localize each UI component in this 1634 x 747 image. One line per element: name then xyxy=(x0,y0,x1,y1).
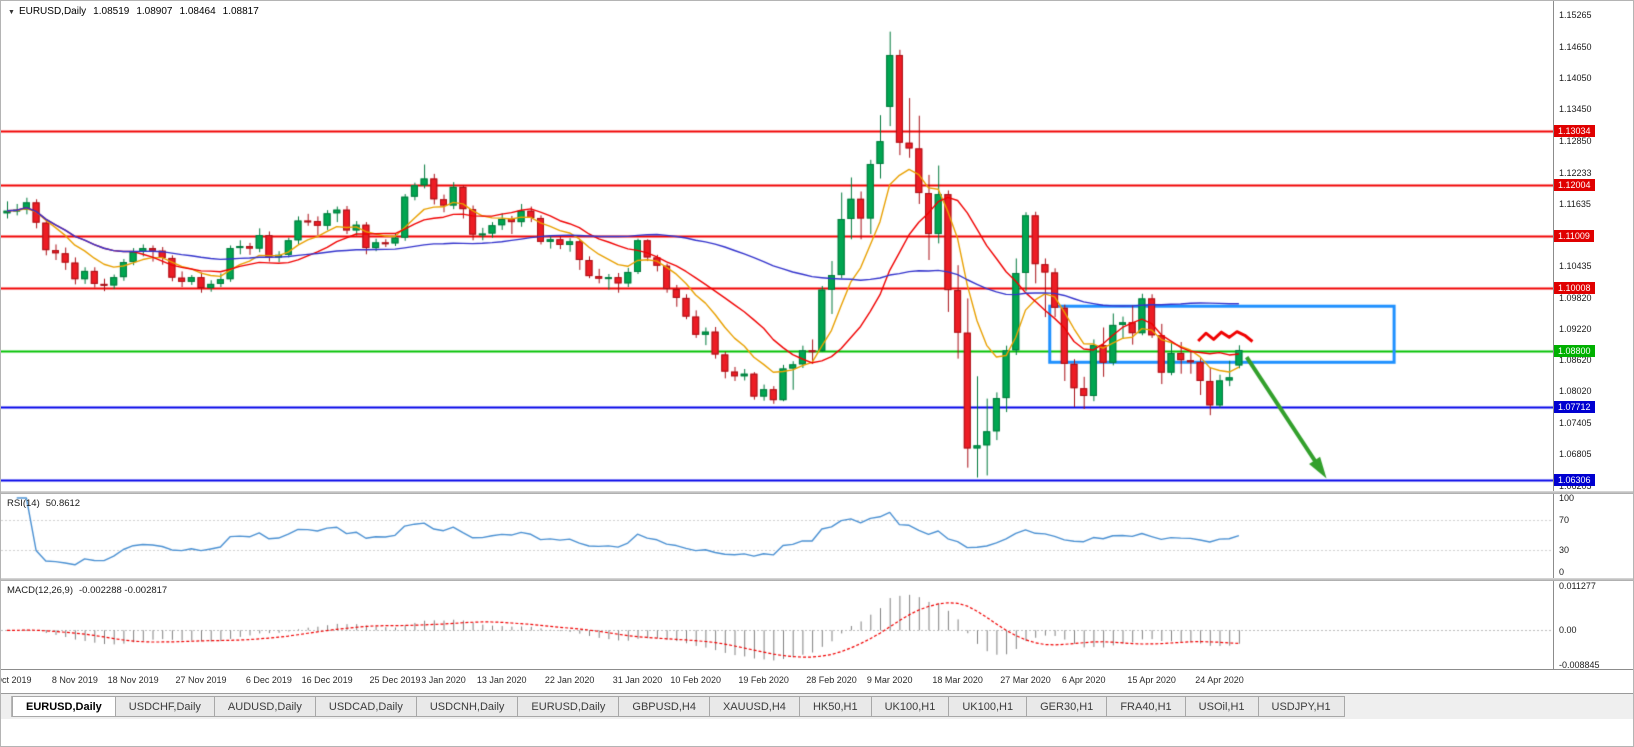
rsi-name: RSI(14) xyxy=(7,498,40,509)
price-scale-label: 1.11635 xyxy=(1559,198,1591,209)
price-line-badge: 1.06306 xyxy=(1554,474,1595,487)
price-line-badge: 1.12004 xyxy=(1554,178,1595,191)
date-label: 22 Jan 2020 xyxy=(544,675,595,685)
price-scale-label: 1.09820 xyxy=(1559,292,1592,303)
chart-tab-2-audusd-daily[interactable]: AUDUSD,Daily xyxy=(214,696,316,717)
chart-tab-12-fra40-h1[interactable]: FRA40,H1 xyxy=(1107,696,1186,717)
price-line-badge: 1.13034 xyxy=(1554,125,1595,138)
price-scale-label: 1.15265 xyxy=(1559,10,1592,21)
price-scale-label: 1.12850 xyxy=(1559,135,1592,146)
time-axis: 30 Oct 2019 8 Nov 2019 18 Nov 2019 27 Nov 2… xyxy=(1,669,1633,694)
ohlc-high: 1.08907 xyxy=(136,6,173,17)
macd-scale-label: -0.008845 xyxy=(1559,660,1600,671)
chart-tab-13-usoil-h1[interactable]: USOil,H1 xyxy=(1185,696,1259,717)
symbol-ohlc-line: ▼ EURUSD,Daily 1.08519 1.08907 1.08464 1.0881… xyxy=(8,6,259,17)
ohlc-close: 1.08817 xyxy=(222,6,259,17)
chart-tab-9-uk100-h1[interactable]: UK100,H1 xyxy=(871,696,950,717)
price-scale-label: 1.06805 xyxy=(1559,449,1592,460)
ohlc-open: 1.08519 xyxy=(93,6,130,17)
tab-strip-stub xyxy=(1,696,12,717)
price-scale-label: 1.13450 xyxy=(1559,104,1592,115)
price-scale-label: 1.12233 xyxy=(1559,167,1592,178)
chart-tab-11-ger30-h1[interactable]: GER30,H1 xyxy=(1027,696,1108,717)
date-label: 24 Apr 2020 xyxy=(1195,675,1244,685)
date-label: 30 Oct 2019 xyxy=(1,675,32,685)
date-label: 25 Dec 2019 xyxy=(369,675,421,685)
price-scale-label: 1.07405 xyxy=(1559,418,1592,429)
chart-tab-10-uk100-h1[interactable]: UK100,H1 xyxy=(949,696,1028,717)
chart-tab-1-usdchf-daily[interactable]: USDCHF,Daily xyxy=(115,696,215,717)
chart-tab-3-usdcad-daily[interactable]: USDCAD,Daily xyxy=(315,696,417,717)
date-label: 6 Apr 2020 xyxy=(1061,675,1106,685)
rsi-indicator-label: RSI(14) 50.8612 xyxy=(7,498,80,509)
chart-tab-6-gbpusd-h4[interactable]: GBPUSD,H4 xyxy=(619,696,710,717)
date-label: 27 Mar 2020 xyxy=(1000,675,1051,685)
price-line-badge: 1.10008 xyxy=(1554,282,1595,295)
price-line-badge: 1.11009 xyxy=(1554,230,1594,243)
macd-scale-label: 0.011277 xyxy=(1559,580,1596,591)
chart-tab-7-xauusd-h4[interactable]: XAUUSD,H4 xyxy=(709,696,800,717)
rsi-scale-label: 100 xyxy=(1559,493,1575,503)
rsi-value: 50.8612 xyxy=(45,498,81,509)
macd-values: -0.002288 -0.002817 xyxy=(79,585,168,596)
panel-divider-rsi[interactable] xyxy=(1,491,1633,494)
rsi-scale-label: 0 xyxy=(1559,567,1565,577)
date-label: 18 Nov 2019 xyxy=(107,675,159,685)
chart-tab-4-usdcnh-daily[interactable]: USDCNH,Daily xyxy=(416,696,519,717)
price-scale-label: 1.09220 xyxy=(1559,324,1592,335)
date-label: 15 Apr 2020 xyxy=(1127,675,1176,685)
date-label: 19 Feb 2020 xyxy=(738,675,789,685)
price-line-badge: 1.08800 xyxy=(1554,344,1595,357)
date-label: 13 Jan 2020 xyxy=(476,675,527,685)
chart-tab-14-usdjpy-h1[interactable]: USDJPY,H1 xyxy=(1258,696,1345,717)
price-scale-label: 1.08620 xyxy=(1559,355,1592,366)
chart-tab-5-eurusd-daily[interactable]: EURUSD,Daily xyxy=(518,696,620,717)
rsi-scale-label: 30 xyxy=(1559,544,1570,555)
macd-indicator-label: MACD(12,26,9) -0.002288 -0.002817 xyxy=(7,585,167,596)
main-chart-canvas[interactable] xyxy=(1,1,1553,491)
date-label: 6 Dec 2019 xyxy=(245,675,292,685)
chart-tab-0-eurusd-daily[interactable]: EURUSD,Daily xyxy=(12,696,116,717)
chart-tab-bar: EURUSD,Daily USDCHF,Daily AUDUSD,Daily USDC… xyxy=(1,693,1633,719)
date-label: 27 Nov 2019 xyxy=(175,675,227,685)
rsi-scale-label: 70 xyxy=(1559,515,1570,526)
macd-indicator-canvas[interactable] xyxy=(1,581,1553,669)
price-scale-label: 1.08020 xyxy=(1559,386,1592,397)
price-scale-label: 1.10435 xyxy=(1559,260,1592,271)
date-label: 8 Nov 2019 xyxy=(51,675,98,685)
price-line-badge: 1.07712 xyxy=(1554,401,1595,414)
symbol-name: EURUSD,Daily xyxy=(18,6,87,17)
symbol-menu-icon[interactable]: ▼ xyxy=(8,9,15,16)
panel-divider-macd[interactable] xyxy=(1,578,1633,581)
price-scale-label: 1.14650 xyxy=(1559,42,1592,53)
date-label: 28 Feb 2020 xyxy=(806,675,857,685)
date-label: 31 Jan 2020 xyxy=(612,675,663,685)
date-label: 3 Jan 2020 xyxy=(421,675,466,685)
date-label: 18 Mar 2020 xyxy=(932,675,983,685)
chart-tab-8-hk50-h1[interactable]: HK50,H1 xyxy=(799,696,872,717)
price-axis: 1.15265 1.14650 1.14050 1.13450 1.12850 1.122… xyxy=(1553,1,1633,671)
macd-name: MACD(12,26,9) xyxy=(7,585,73,596)
rsi-indicator-canvas[interactable] xyxy=(1,494,1553,578)
date-label: 9 Mar 2020 xyxy=(866,675,913,685)
date-label: 16 Dec 2019 xyxy=(301,675,353,685)
price-scale-label: 1.14050 xyxy=(1559,73,1592,84)
date-label: 10 Feb 2020 xyxy=(670,675,721,685)
macd-scale-label: 0.00 xyxy=(1559,625,1577,636)
ohlc-low: 1.08464 xyxy=(179,6,216,17)
